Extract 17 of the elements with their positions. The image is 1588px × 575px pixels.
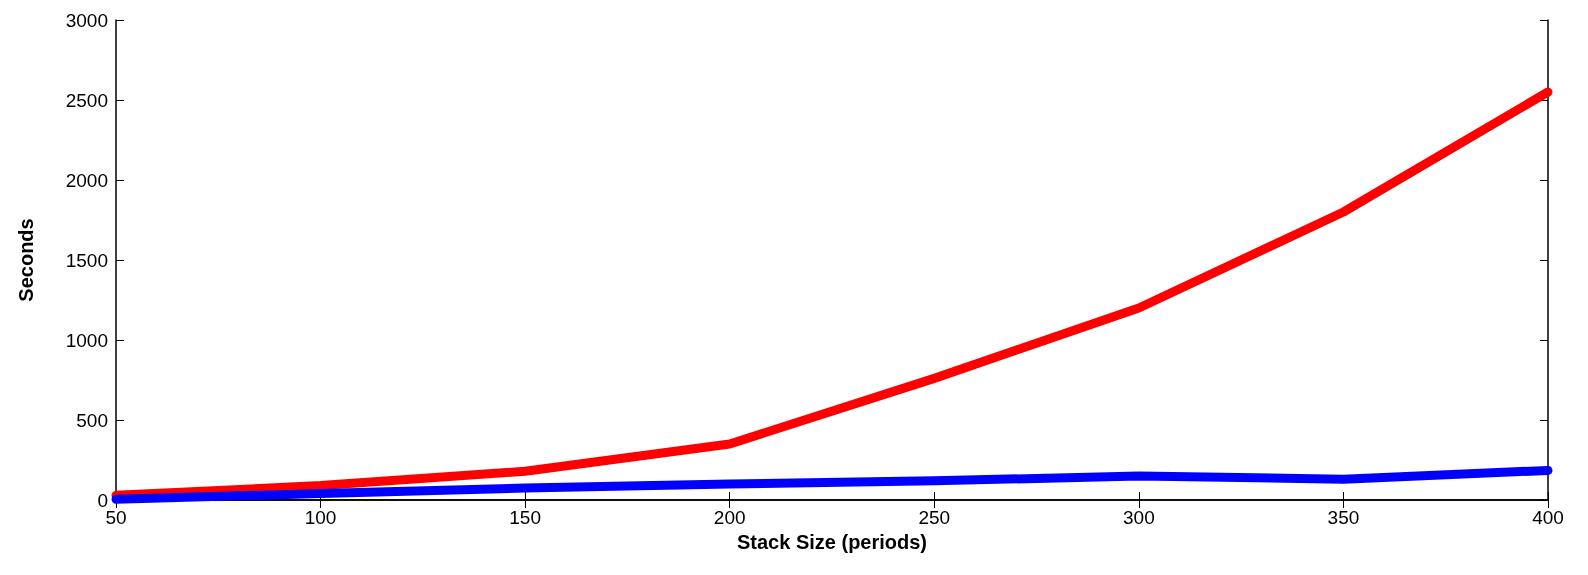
x-tick-label: 300 [1123,507,1155,528]
y-axis-title: Seconds [15,218,37,302]
x-tick-label: 250 [918,507,951,528]
x-axis-title: Stack Size (periods) [736,531,928,553]
y-tick-label: 2000 [65,169,108,191]
y-tick-label: 0 [97,489,108,511]
y-tick-label: 3000 [65,9,108,31]
y-tick-label: 1500 [65,249,108,271]
x-tick-label: 150 [509,507,541,528]
x-tick-label: 50 [105,507,127,528]
y-tick-label: 1000 [65,329,108,351]
y-tick-label: 2500 [65,89,108,111]
x-tick-label: 200 [713,507,746,528]
y-tick-label: 500 [76,409,108,431]
x-tick-label: 350 [1327,507,1360,528]
x-tick-label: 100 [304,507,337,528]
x-tick-label: 400 [1532,507,1564,528]
